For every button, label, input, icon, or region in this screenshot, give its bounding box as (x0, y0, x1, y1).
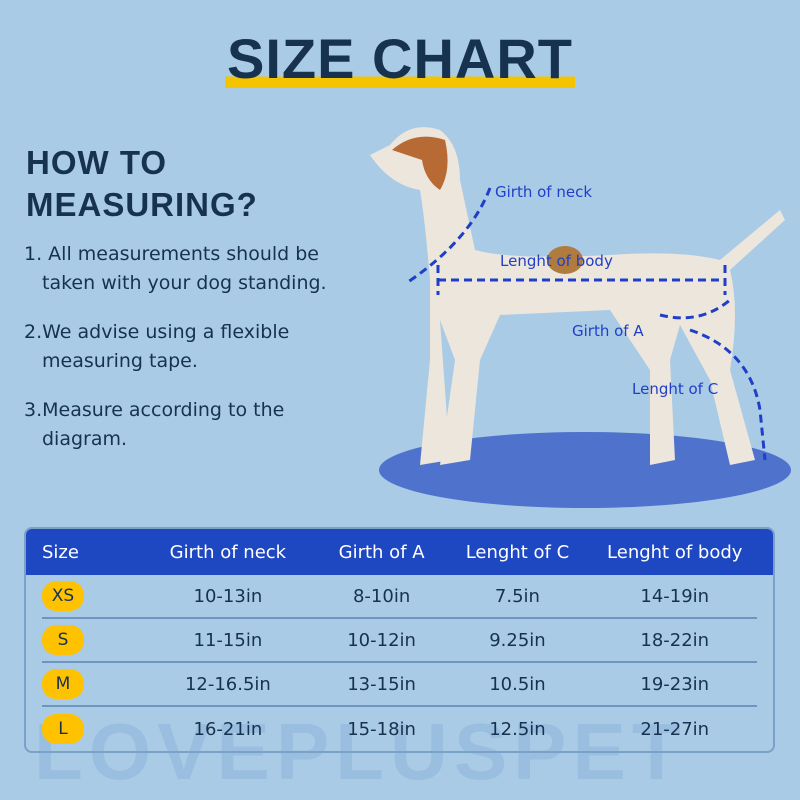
header-size: Size (42, 541, 79, 563)
cell-length-body: 19-23in (640, 673, 710, 695)
cell-length-body: 18-22in (640, 629, 710, 651)
dog-ear-patch (392, 136, 448, 190)
size-badge: L (42, 714, 84, 744)
header-girth-neck: Girth of neck (169, 541, 287, 563)
size-badge: M (42, 669, 84, 699)
table-body: XS 10-13in 8-10in 7.5in 14-19in S 11-15in… (26, 575, 773, 751)
cell-length-c: 12.5in (489, 718, 546, 740)
step-2: 2.We advise using a flexible measuring t… (24, 321, 290, 372)
dog-illustration (370, 127, 791, 508)
dog-silhouette (370, 127, 785, 465)
how-to-heading: HOW TO MEASURING? (26, 144, 258, 223)
header-length-c: Lenght of C (465, 541, 570, 563)
table-header: Size Girth of neck Girth of A Lenght of … (26, 529, 773, 575)
label-girth-of-neck: Girth of neck (495, 183, 593, 201)
label-girth-of-a: Girth of A (572, 322, 644, 340)
label-length-of-body: Lenght of body (500, 252, 613, 270)
header-length-body: Lenght of body (607, 541, 743, 563)
cell-girth-neck: 10-13in (193, 585, 263, 607)
dog-diagram: Girth of neck Lenght of body Girth of A … (360, 110, 800, 510)
cell-girth-neck: 16-21in (193, 718, 263, 740)
cell-girth-neck: 12-16.5in (184, 673, 271, 695)
cell-girth-a: 13-15in (347, 673, 416, 695)
size-badge: S (42, 625, 84, 655)
size-table: Size Girth of neck Girth of A Lenght of … (24, 527, 775, 753)
table-row: M 12-16.5in 13-15in 10.5in 19-23in (42, 663, 757, 707)
measure-lines (407, 187, 767, 461)
cell-girth-a: 15-18in (347, 718, 416, 740)
page-title: SIZE CHART (0, 30, 800, 88)
cell-length-c: 9.25in (489, 629, 546, 651)
table-row: XS 10-13in 8-10in 7.5in 14-19in (42, 575, 757, 619)
step-3: 3.Measure according to the diagram. (24, 399, 285, 450)
step-1: 1. All measurements should be taken with… (24, 243, 327, 294)
size-badge: XS (42, 581, 84, 611)
title-text: SIZE CHART (225, 27, 575, 90)
cell-girth-neck: 11-15in (193, 629, 263, 651)
cell-length-body: 21-27in (640, 718, 710, 740)
steps-list: 1. All measurements should be taken with… (24, 240, 354, 474)
label-length-of-c: Lenght of C (632, 380, 719, 398)
dog-body-spot (547, 246, 583, 274)
floor-shadow (379, 432, 791, 508)
table-row: S 11-15in 10-12in 9.25in 18-22in (42, 619, 757, 663)
cell-girth-a: 8-10in (352, 585, 411, 607)
header-girth-a: Girth of A (338, 541, 425, 563)
cell-length-c: 7.5in (494, 585, 540, 607)
table-row: L 16-21in 15-18in 12.5in 21-27in (42, 707, 757, 751)
cell-length-c: 10.5in (489, 673, 546, 695)
cell-length-body: 14-19in (640, 585, 710, 607)
cell-girth-a: 10-12in (347, 629, 416, 651)
